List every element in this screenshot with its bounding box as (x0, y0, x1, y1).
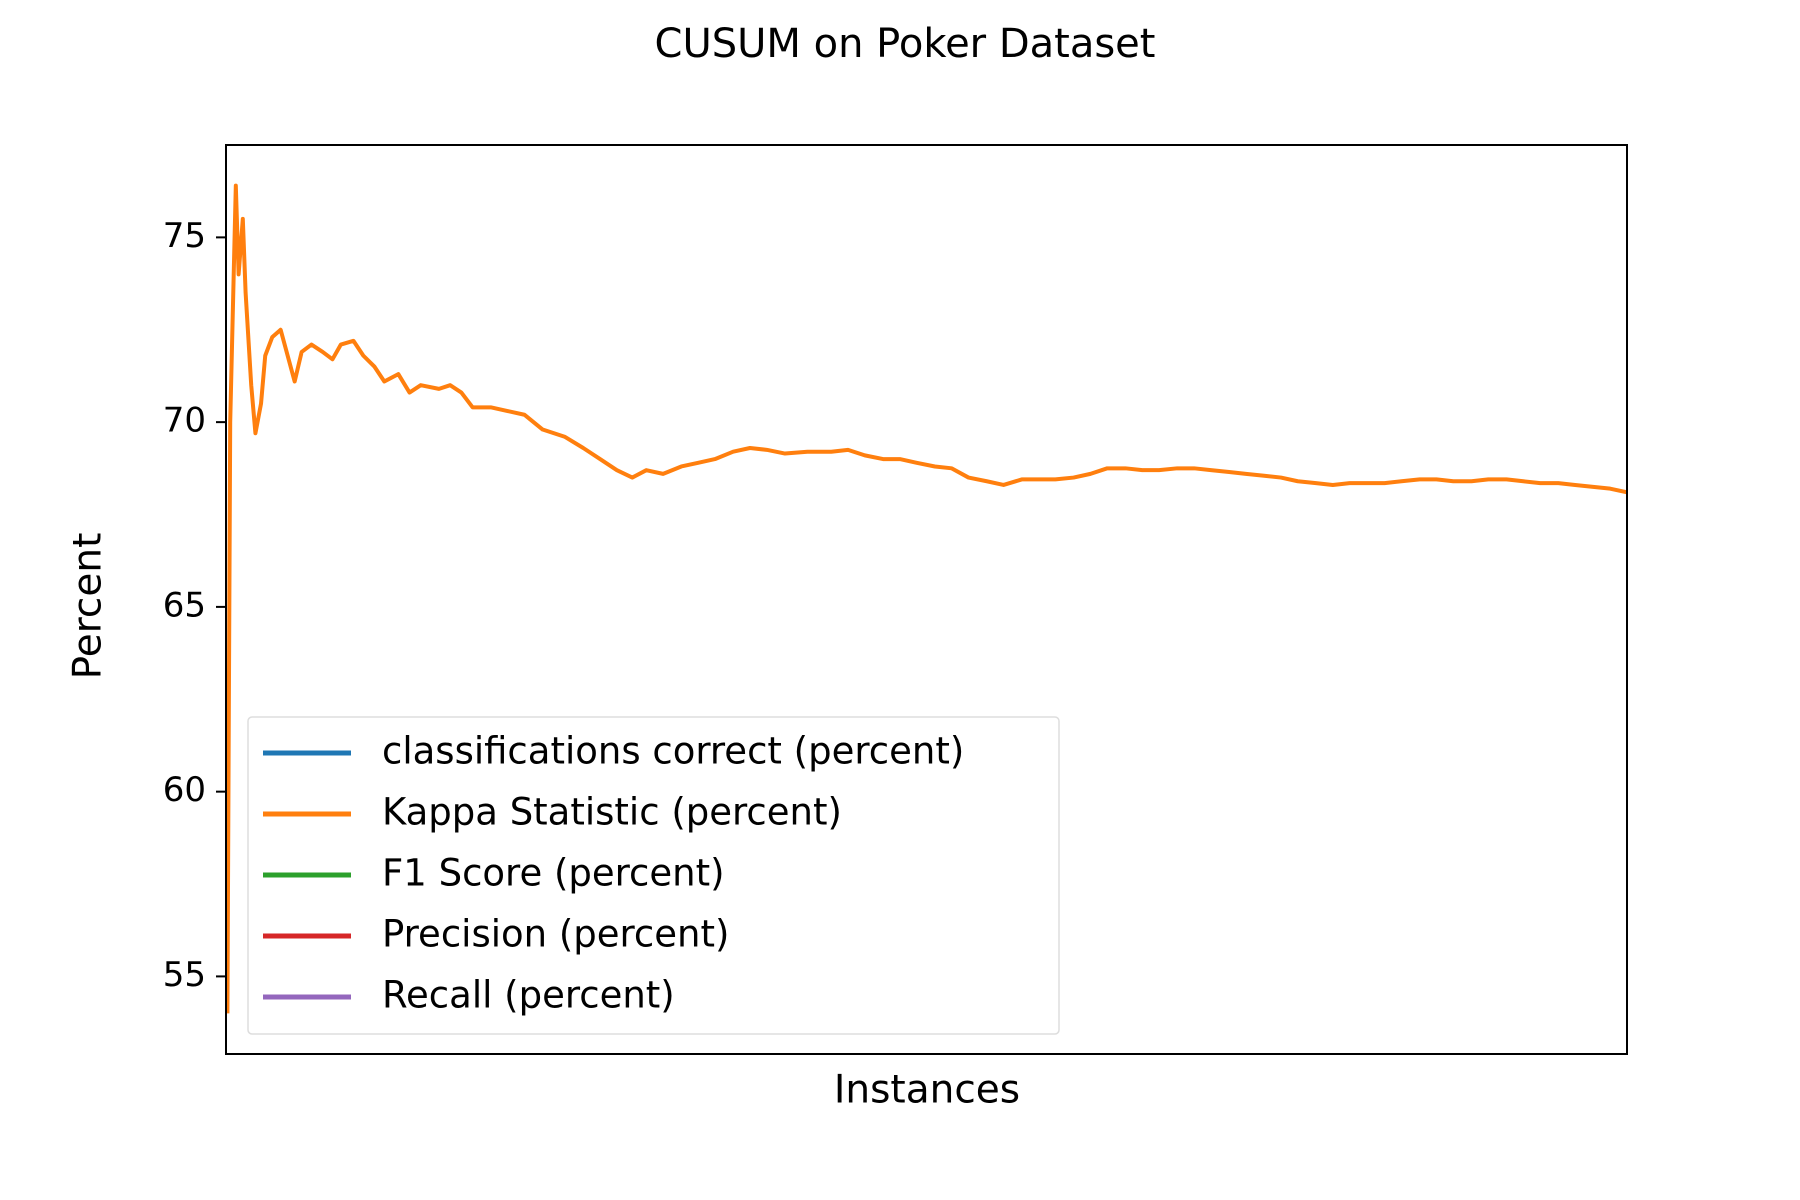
y-tick-label: 70 (163, 401, 206, 441)
x-axis-label: Instances (834, 1068, 1020, 1113)
legend-label: Recall (percent) (382, 974, 675, 1017)
legend-box (247, 716, 1060, 1035)
y-axis-label: Percent (66, 533, 111, 680)
y-tick-label: 60 (163, 770, 206, 810)
y-tick-label: 75 (163, 216, 206, 256)
legend-label: Precision (percent) (382, 913, 729, 956)
legend-label: classifications correct (percent) (382, 730, 964, 773)
y-tick-label: 55 (163, 955, 206, 995)
legend-label: Kappa Statistic (percent) (382, 791, 842, 834)
legend-label: F1 Score (percent) (382, 852, 725, 895)
line (226, 183, 1627, 1014)
y-tick-label: 65 (163, 585, 206, 625)
plot-frame (225, 144, 1628, 1055)
chart-title: CUSUM on Poker Dataset (655, 21, 1156, 67)
